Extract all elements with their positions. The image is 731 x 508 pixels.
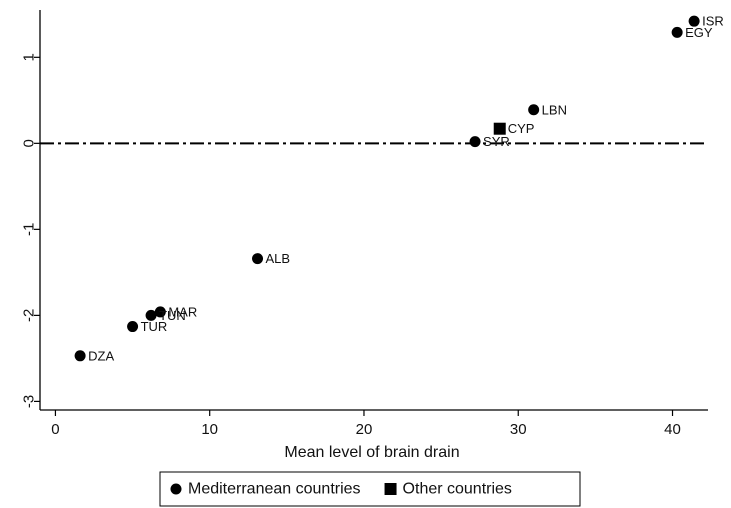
point-label-mar: MAR: [168, 304, 197, 319]
y-tick-label: -1: [21, 223, 38, 236]
y-tick-label: 0: [21, 139, 38, 147]
legend-box: [159, 471, 581, 507]
point-label-lbn: LBN: [542, 102, 567, 117]
data-point-tur: [127, 321, 139, 333]
y-tick-label: -3: [21, 395, 38, 408]
point-label-isr: ISR: [702, 14, 724, 29]
data-point-egy: [671, 26, 683, 38]
axes: 10-1-2-30 10 20 30 40: [21, 10, 708, 438]
x-axis-title: Mean level of brain drain: [284, 444, 459, 461]
y-tick-label: -2: [21, 309, 38, 322]
data-point-alb: [252, 253, 264, 265]
data-marks: [74, 15, 700, 362]
point-label-egy: EGY: [685, 25, 713, 40]
point-label-tur: TUR: [141, 319, 168, 334]
point-label-dza: DZA: [88, 348, 114, 363]
data-point-tun: [145, 309, 157, 321]
x-tick-label: 20: [356, 421, 373, 438]
legend-label: Other countries: [403, 481, 512, 498]
legend: Mediterranean countries Other countries: [159, 471, 581, 507]
data-point-mar: [154, 306, 166, 318]
data-point-lbn: [528, 104, 540, 116]
legend-square-marker: [384, 483, 397, 495]
point-label-alb: ALB: [266, 251, 291, 266]
data-point-syr: [469, 136, 481, 148]
data-point-dza: [74, 350, 86, 362]
legend-circle-marker: [170, 483, 182, 495]
point-label-syr: SYR: [483, 134, 510, 149]
x-tick-label: 40: [664, 421, 681, 438]
x-tick-label: 30: [510, 421, 527, 438]
point-label-cyp: CYP: [508, 121, 535, 136]
point-label-tun: TUN: [159, 308, 186, 323]
y-tick-label: 1: [21, 53, 38, 61]
data-point-isr: [688, 15, 700, 27]
data-point-cyp: [493, 122, 506, 135]
legend-label: Mediterranean countries: [188, 481, 361, 498]
x-tick-label: 10: [201, 421, 218, 438]
x-tick-label: 0: [51, 421, 59, 438]
